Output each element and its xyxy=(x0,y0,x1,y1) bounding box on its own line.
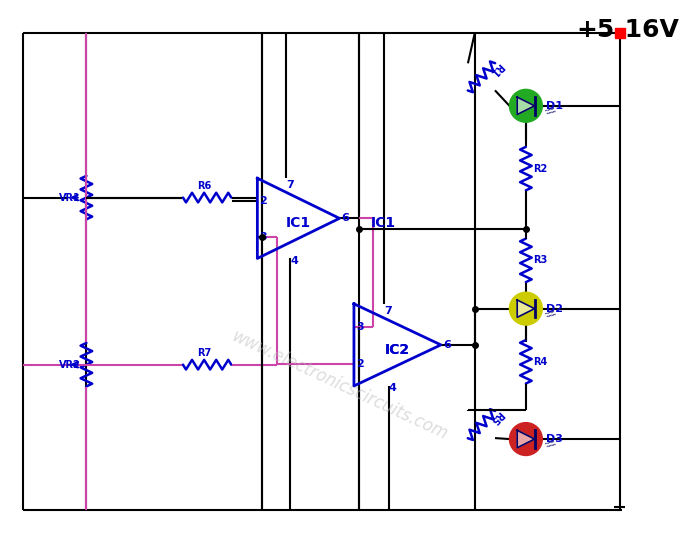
Text: R2: R2 xyxy=(533,163,548,174)
Text: D1: D1 xyxy=(546,101,563,111)
Circle shape xyxy=(510,89,542,122)
Text: 6: 6 xyxy=(442,340,451,350)
Text: R4: R4 xyxy=(533,357,548,367)
Text: 7: 7 xyxy=(384,306,392,316)
Text: VR1: VR1 xyxy=(59,193,81,202)
Text: IC2: IC2 xyxy=(385,342,410,357)
Text: 2: 2 xyxy=(259,196,267,206)
Text: 6: 6 xyxy=(341,213,350,223)
Text: www.electronicscircuits.com: www.electronicscircuits.com xyxy=(229,328,450,444)
Text: //: // xyxy=(543,308,555,319)
Text: VR2: VR2 xyxy=(59,360,81,370)
Text: R1: R1 xyxy=(487,61,505,78)
Text: 7: 7 xyxy=(286,180,294,190)
Polygon shape xyxy=(517,430,535,448)
Text: R3: R3 xyxy=(533,255,548,265)
Text: D2: D2 xyxy=(546,304,563,314)
Circle shape xyxy=(510,423,542,456)
Text: IC2: IC2 xyxy=(385,342,410,357)
Text: //: // xyxy=(543,105,555,116)
Text: R7: R7 xyxy=(198,348,212,358)
Text: IC1: IC1 xyxy=(286,216,311,230)
Text: 4: 4 xyxy=(290,255,298,266)
Text: D3: D3 xyxy=(546,434,563,444)
Circle shape xyxy=(510,292,542,325)
Text: R6: R6 xyxy=(198,181,212,191)
Text: +5-16V: +5-16V xyxy=(576,18,679,43)
Text: IC1: IC1 xyxy=(371,216,396,230)
Text: 4: 4 xyxy=(389,383,396,393)
Polygon shape xyxy=(517,97,535,115)
Text: 3: 3 xyxy=(259,232,267,242)
Text: 2: 2 xyxy=(356,359,363,369)
Text: R5: R5 xyxy=(487,408,505,425)
Text: //: // xyxy=(543,439,555,449)
Polygon shape xyxy=(517,300,535,318)
Text: 3: 3 xyxy=(356,322,363,332)
